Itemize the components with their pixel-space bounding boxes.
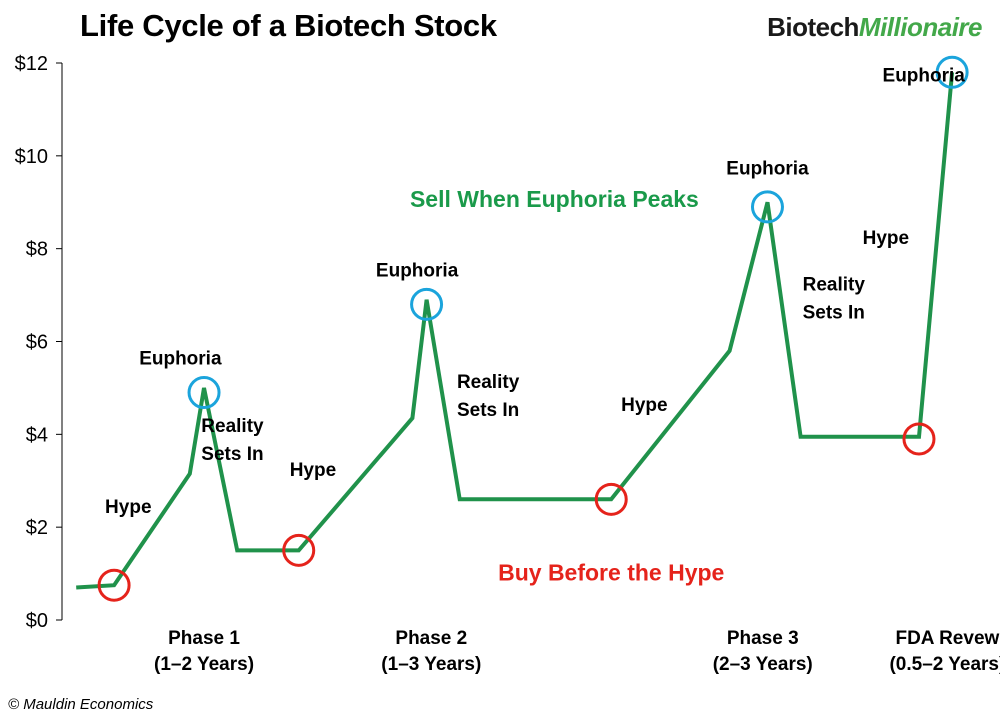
sell-point-marker [750, 190, 784, 224]
annotation-label: Reality [457, 372, 520, 393]
sell-point-marker [935, 55, 969, 89]
brand-word-biotech: Biotech [767, 12, 859, 42]
annotation-label: Euphoria [139, 349, 222, 370]
phase-label-line1: Phase 2 [395, 628, 467, 649]
annotation-label: Reality [803, 274, 866, 295]
buy-point-marker [282, 533, 316, 567]
buy-point-marker [594, 482, 628, 516]
y-tick-label: $0 [26, 610, 48, 632]
sell-point-marker [410, 287, 444, 321]
y-tick-label: $12 [15, 53, 48, 75]
annotation-label: Sets In [803, 302, 865, 323]
annotation-label: Euphoria [376, 261, 459, 282]
sell-callout: Sell When Euphoria Peaks [410, 186, 699, 212]
annotation-label: Sets In [457, 400, 519, 421]
annotation-label: Hype [105, 497, 151, 518]
buy-point-marker [902, 422, 936, 456]
y-tick-label: $8 [26, 239, 48, 261]
annotation-label: Euphoria [883, 66, 966, 87]
buy-callout: Buy Before the Hype [498, 560, 724, 586]
brand-logo: BiotechMillionaire [767, 12, 982, 43]
annotation-label: Hype [621, 395, 667, 416]
phase-label-line2: (1–3 Years) [381, 654, 481, 675]
annotation-label: Hype [290, 460, 336, 481]
price-series-line [76, 72, 955, 590]
y-tick-label: $2 [26, 517, 48, 539]
phase-label-line2: (2–3 Years) [713, 654, 813, 675]
annotation-label: Euphoria [726, 158, 809, 179]
chart-title: Life Cycle of a Biotech Stock [80, 8, 497, 43]
phase-label-line2: (1–2 Years) [154, 654, 254, 675]
annotation-label: Reality [201, 416, 264, 437]
phase-label-line2: (0.5–2 Years) [889, 654, 1000, 675]
phase-label-line1: FDA Revew [895, 628, 999, 649]
sell-point-marker [187, 376, 221, 410]
annotation-label: Sets In [201, 444, 263, 465]
y-tick-label: $6 [26, 332, 48, 354]
phase-label-line1: Phase 3 [727, 628, 799, 649]
y-tick-label: $4 [26, 424, 48, 446]
y-tick-label: $10 [15, 146, 48, 168]
phase-label-line1: Phase 1 [168, 628, 240, 649]
buy-point-marker [97, 568, 131, 602]
copyright-text: © Mauldin Economics [8, 696, 154, 713]
annotation-label: Hype [863, 228, 909, 249]
brand-word-millionaire: Millionaire [858, 12, 983, 42]
